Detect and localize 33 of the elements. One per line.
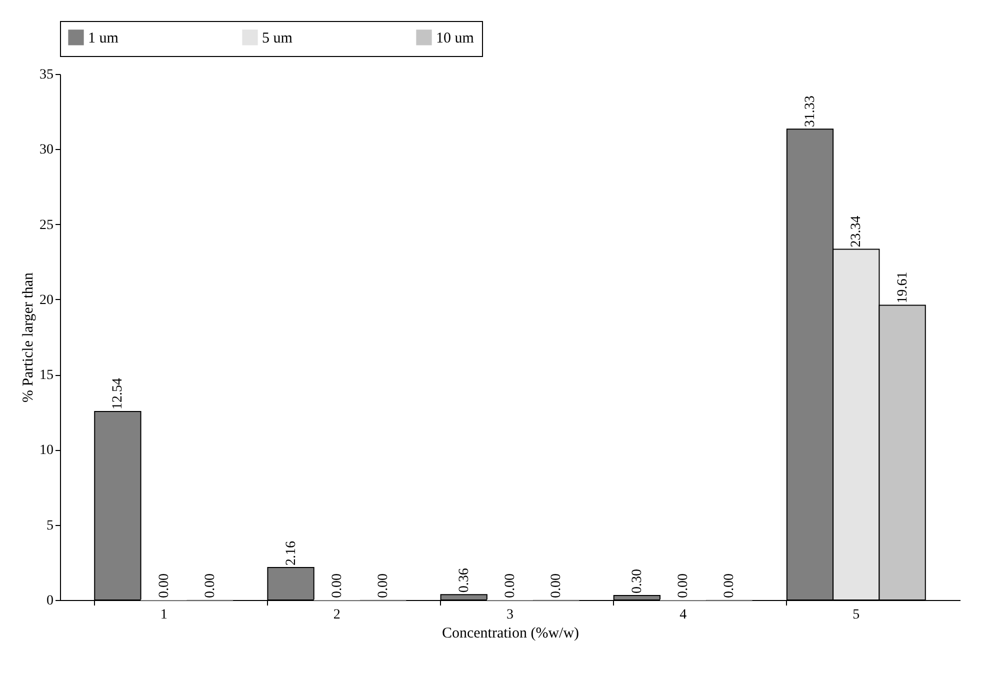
y-tick-label: 0 [46,594,54,608]
y-tick-label: 10 [40,443,54,458]
data-label: 0.00 [203,574,218,598]
x-tick-label: 5 [852,608,860,622]
data-label: 0.30 [630,568,645,594]
x-tick-label: 1 [160,608,168,622]
data-label: 31.33 [803,96,818,128]
data-label: 0.00 [330,574,345,598]
x-axis-title: Concentration (%w/w) [442,626,580,642]
y-axis-title: % Particle larger than [20,272,36,403]
x-tick-label: 3 [506,608,514,622]
y-tick-label: 5 [46,518,54,534]
x-tick-label: 4 [680,608,687,622]
data-label: 23.34 [849,216,864,248]
y-tick-label: 30 [40,142,54,158]
y-tick-label: 25 [40,218,54,233]
y-tick-label: 20 [40,292,54,308]
y-tick-label: 35 [40,68,54,82]
y-tick-label: 15 [40,368,54,384]
x-tick-label: 2 [333,608,340,622]
data-label: 19.61 [895,272,910,304]
data-label: 12.54 [110,378,126,410]
legend-label: 5 um [262,30,293,46]
data-label: 2.16 [284,541,299,566]
data-label: 0.00 [722,574,738,598]
data-label: 0.00 [503,574,518,598]
data-label: 0.00 [549,574,564,598]
data-label: 0.00 [676,574,692,598]
data-label: 0.00 [376,574,392,598]
legend-label: 10 um [436,30,474,46]
data-label: 0.36 [456,568,472,593]
data-label: 0.00 [156,574,172,598]
legend-label: 1 um [88,30,119,46]
